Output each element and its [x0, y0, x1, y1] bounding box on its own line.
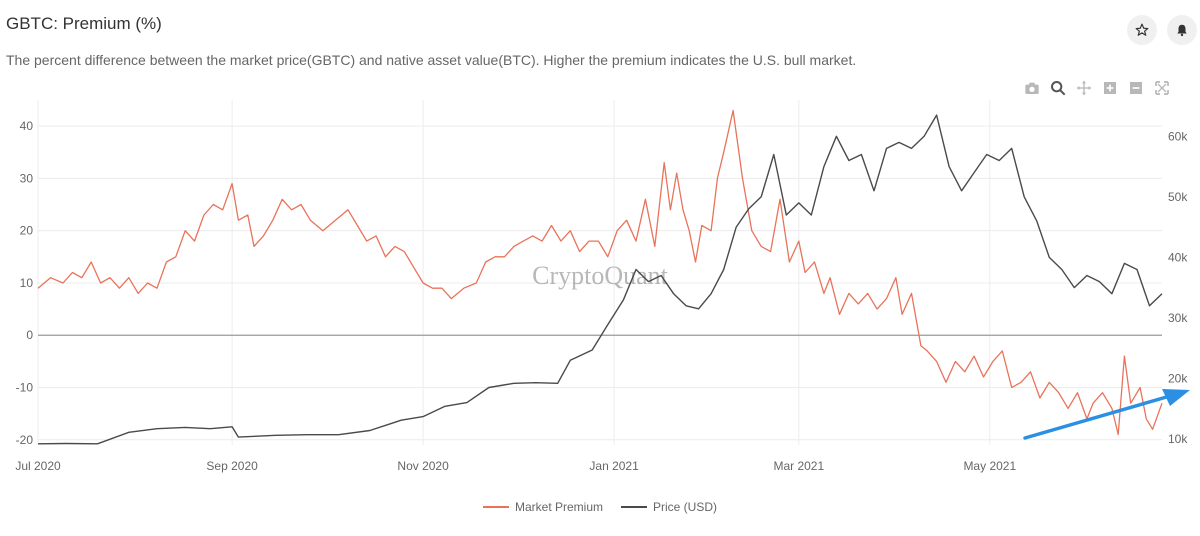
trend-arrow-head	[1162, 389, 1190, 406]
x-tick-label: Jan 2021	[589, 459, 639, 473]
chart-title: GBTC: Premium (%)	[6, 14, 162, 33]
zoom-out-icon	[1130, 82, 1142, 94]
y-left-tick-label: 10	[20, 276, 34, 290]
y-left-tick-label: 0	[26, 328, 33, 342]
y-right-tick-label: 60k	[1168, 129, 1188, 143]
x-tick-label: Sep 2020	[206, 459, 258, 473]
camera-icon	[1025, 82, 1039, 94]
chart-subtitle: The percent difference between the marke…	[6, 52, 857, 68]
star-icon	[1135, 23, 1149, 36]
chart-modebar	[1022, 78, 1172, 98]
y-left-tick-label: -10	[16, 381, 34, 395]
legend-label-price: Price (USD)	[653, 500, 718, 514]
legend-label-premium: Market Premium	[514, 500, 603, 514]
autoscale-icon	[1155, 81, 1169, 95]
autoscale-button[interactable]	[1152, 78, 1172, 98]
x-tick-label: Nov 2020	[397, 459, 449, 473]
legend-item-price[interactable]: Price (USD)	[621, 500, 717, 514]
x-tick-label: Mar 2021	[773, 459, 824, 473]
y-left-tick-label: -20	[16, 433, 34, 447]
zoom-in-icon	[1104, 82, 1116, 94]
pan-icon	[1076, 80, 1092, 96]
y-right-tick-label: 20k	[1168, 371, 1188, 385]
y-right-tick-label: 10k	[1168, 432, 1188, 446]
legend-item-premium[interactable]: Market Premium	[482, 500, 603, 514]
y-left-tick-label: 20	[20, 224, 34, 238]
download-png-button[interactable]	[1022, 78, 1042, 98]
y-left-tick-label: 30	[20, 171, 34, 185]
alert-button[interactable]	[1167, 15, 1197, 45]
legend-swatch-premium	[482, 506, 509, 508]
x-tick-label: Jul 2020	[15, 459, 61, 473]
zoom-icon	[1051, 81, 1066, 96]
y-right-tick-label: 30k	[1168, 311, 1188, 325]
favorite-button[interactable]	[1127, 15, 1157, 45]
pan-button[interactable]	[1074, 78, 1094, 98]
series-line-market-premium	[37, 109, 1163, 436]
y-right-tick-label: 50k	[1168, 190, 1188, 204]
y-left-tick-label: 40	[20, 119, 34, 133]
watermark: CryptoQuant	[532, 261, 669, 290]
zoom-in-button[interactable]	[1100, 78, 1120, 98]
legend-swatch-price	[621, 506, 647, 508]
x-tick-label: May 2021	[963, 459, 1016, 473]
trend-arrow	[1023, 394, 1172, 440]
y-right-tick-label: 40k	[1168, 250, 1188, 264]
zoom-button[interactable]	[1048, 78, 1068, 98]
zoom-out-button[interactable]	[1126, 78, 1146, 98]
chart-legend: Market Premium Price (USD)	[0, 500, 1200, 514]
series-line-price-usd	[37, 114, 1163, 445]
bell-icon	[1177, 24, 1187, 37]
